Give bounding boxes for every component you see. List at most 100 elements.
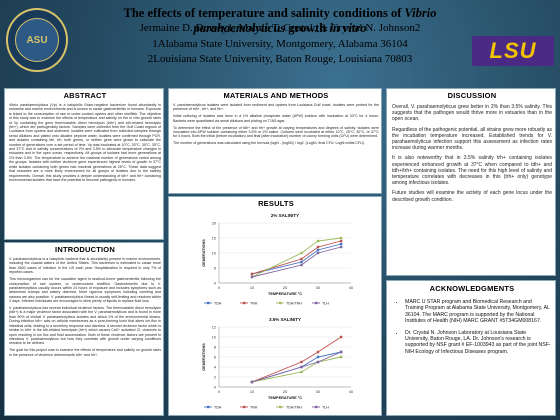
chart-title: 3.5% SALINITY (269, 317, 301, 322)
data-point (250, 275, 254, 279)
acknowledgment-item: Dr. Crystal N. Johnson Laboratory at Lou… (405, 330, 551, 356)
legend-label: TDH/TRH (286, 405, 302, 409)
abstract-body: Vibrio parahaemolyticus (Vp) is a haloph… (9, 103, 161, 182)
acknowledgments-panel: ACKNOWLEDGMENTS MARC U STAR program and … (386, 280, 556, 416)
affiliation-lsu: 2Louisiana State University, Baton Rouge… (147, 53, 413, 65)
data-point (300, 360, 303, 364)
y-tick-label: 6 (214, 355, 216, 359)
x-tick-label: 40 (349, 390, 353, 394)
acknowledgment-item: MARC U STAR program and Biomedical Resea… (405, 299, 551, 325)
lsu-logo-text: LSU (489, 38, 537, 63)
x-axis-label: TEMPERATURE °C (268, 396, 302, 400)
legend-label: TDH (214, 405, 222, 409)
data-point (316, 360, 320, 364)
abstract-heading: ABSTRACT (63, 91, 107, 100)
series-line-tlh (251, 246, 342, 278)
legend-label: TDH (214, 301, 222, 305)
poster-authors: Jermaine D. Dorsey1, Mamie T. Coats1, & … (139, 22, 421, 34)
intro-paragraph-3: V. parahaemolyticus has several individu… (9, 306, 161, 346)
data-point (316, 355, 320, 359)
title-part-2: growth (285, 21, 330, 35)
asu-seal-logo: ASU (6, 8, 68, 72)
y-tick-label: 10 (212, 251, 216, 255)
title-italic-in-vitro: in vitro (329, 21, 367, 35)
legend-marker (279, 405, 282, 409)
discussion-paragraph-1: Overall, V. parahaemolyticus grew better… (392, 104, 552, 123)
data-point (339, 335, 343, 339)
data-point (339, 236, 343, 240)
affiliation-asu: 1Alabama State University, Montgomery, A… (152, 38, 408, 50)
legend-label: TDH/TRH (286, 301, 302, 305)
data-point (300, 251, 303, 255)
x-tick-label: 0 (218, 390, 220, 394)
series-line-tlh (251, 351, 342, 383)
x-tick-label: 0 (218, 286, 220, 290)
data-point (339, 239, 343, 243)
legend-label: TLH (322, 301, 329, 305)
x-tick-label: 20 (283, 286, 287, 290)
y-tick-label: 12 (212, 325, 216, 329)
x-tick-label: 30 (316, 390, 320, 394)
series-line-trh (251, 240, 342, 275)
abstract-panel: ABSTRACT Vibrio parahaemolyticus (Vp) is… (4, 88, 164, 240)
y-tick-label: 10 (212, 335, 216, 339)
y-tick-label: 4 (214, 365, 216, 369)
x-tick-label: 40 (349, 286, 353, 290)
introduction-heading: INTRODUCTION (55, 245, 115, 254)
intro-paragraph-1: V. parahaemolyticus is a halophilic bact… (9, 257, 161, 275)
introduction-panel: INTRODUCTION V. parahaemolyticus is a ha… (4, 242, 164, 416)
legend-marker (243, 405, 246, 409)
data-point (339, 355, 343, 359)
asu-seal-text: ASU (15, 18, 59, 62)
title-italic-species: Vibrio parahaemolyticus (193, 6, 437, 35)
x-tick-label: 10 (250, 286, 254, 290)
data-point (316, 251, 320, 255)
discussion-paragraph-2: Regardless of the pathogenic potential, … (392, 126, 552, 152)
poster-header: ASU The effects of temperature and salin… (0, 0, 560, 88)
discussion-paragraph-3: It is also noteworthy that in 3.5% salin… (392, 155, 552, 187)
y-tick-label: 8 (214, 345, 216, 349)
title-part-1: The effects of temperature and salinity … (123, 6, 405, 20)
data-point (300, 257, 303, 261)
x-axis-label: TEMPERATURE °C (268, 292, 302, 296)
data-point (316, 239, 320, 243)
acknowledgments-heading: ACKNOWLEDGMENTS (429, 284, 515, 293)
materials-panel: MATERIALS AND METHODS V. parahaemolyticu… (168, 88, 382, 194)
intro-paragraph-2: This microorganism can be the causative … (9, 277, 161, 304)
chart-3-5pct-salinity: 3.5% SALINITY 0 2 4 6 8 10 12 0 10 20 30 40 TEMPERATU… (202, 317, 353, 409)
x-tick-label: 20 (283, 390, 287, 394)
y-axis-label: GENERATIONS (202, 343, 206, 371)
y-tick-label: 2 (214, 375, 216, 379)
data-point (316, 245, 320, 249)
legend-label: TRH (250, 405, 258, 409)
discussion-panel: DISCUSSION Overall, V. parahaemolyticus … (386, 88, 556, 276)
poster-title: The effects of temperature and salinity … (80, 6, 480, 36)
methods-paragraph-2: Initial culturing of isolates was done i… (173, 114, 379, 123)
data-point (250, 272, 254, 276)
legend-label: TRH (250, 301, 258, 305)
results-heading: RESULTS (258, 199, 294, 208)
legend-marker (207, 405, 210, 409)
intro-paragraph-4: The goal for this project was to examine… (9, 348, 161, 357)
legend-marker (279, 301, 282, 305)
y-axis-label: GENERATIONS (202, 239, 206, 267)
methods-paragraph-4: The number of generations was calculated… (173, 141, 365, 146)
y-tick-label: 15 (212, 236, 216, 240)
data-point (300, 370, 303, 374)
chart-title: 2% SALINITY (271, 213, 299, 218)
data-point (300, 365, 303, 369)
methods-paragraph-1: V. parahaemolyticus isolates were isolat… (173, 103, 379, 112)
data-point (339, 245, 343, 249)
discussion-paragraph-4: Future studies will examine the activity… (392, 190, 552, 203)
data-point (316, 248, 320, 252)
legend-marker (315, 301, 318, 305)
x-tick-label: 10 (250, 390, 254, 394)
materials-text: V. parahaemolyticus isolates were isolat… (173, 103, 379, 193)
y-tick-label: 5 (214, 266, 216, 270)
acknowledgments-list: MARC U STAR program and Biomedical Resea… (395, 299, 551, 360)
legend-marker (207, 301, 210, 305)
abstract-text: Vibrio parahaemolyticus (Vp) is a haloph… (9, 103, 161, 237)
legend-marker (315, 405, 318, 409)
results-panel: RESULTS 2% SALINITY 0 5 10 15 20 0 10 20 30 40 TEMP… (168, 196, 382, 416)
data-point (339, 242, 343, 246)
